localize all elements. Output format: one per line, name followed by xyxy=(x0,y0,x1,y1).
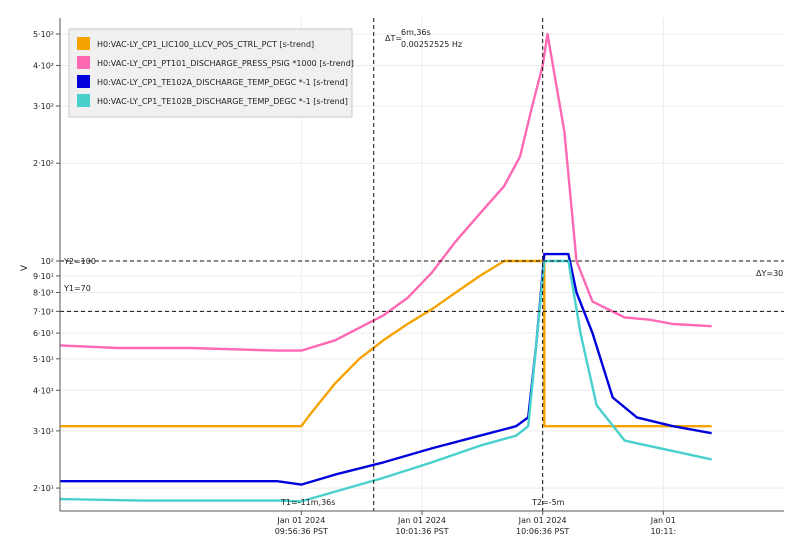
y-tick-label-9: 5·10¹ xyxy=(33,355,54,364)
t1-cursor-label: T1=-11m,36s xyxy=(280,498,335,507)
delta-y-label: ΔY=30 xyxy=(756,269,783,278)
cursors xyxy=(60,18,784,511)
legend-label-temp-b: H0:VAC-LY_CP1_TE102B_DISCHARGE_TEMP_DEGC… xyxy=(97,97,348,106)
t2-cursor-label: T2=-5m xyxy=(531,498,565,507)
x-tick-date-3: Jan 01 xyxy=(650,516,676,525)
legend-box xyxy=(68,28,353,118)
y-tick-label-11: 3·10¹ xyxy=(33,427,54,436)
x-tick-time-2: 10:06:36 PST xyxy=(516,527,569,536)
y-tick-label-12: 2·10¹ xyxy=(33,484,54,493)
legend-swatch-temp-a xyxy=(77,75,90,88)
legend-label-discharge-press: H0:VAC-LY_CP1_PT101_DISCHARGE_PRESS_PSIG… xyxy=(97,59,354,68)
legend-label-temp-a: H0:VAC-LY_CP1_TE102A_DISCHARGE_TEMP_DEGC… xyxy=(97,78,348,87)
legend[interactable]: H0:VAC-LY_CP1_LIC100_LLCV_POS_CTRL_PCT [… xyxy=(68,28,354,118)
x-tick-time-0: 09:56:36 PST xyxy=(275,527,328,536)
x-tick-time-1: 10:01:36 PST xyxy=(395,527,448,536)
y-tick-label-1: 4·10² xyxy=(33,61,54,70)
x-tick-time-3: 10:11: xyxy=(650,527,676,536)
x-tick-date-0: Jan 01 2024 xyxy=(276,516,325,525)
delta-t-freq: 0.00252525 Hz xyxy=(401,40,462,49)
y-tick-label-0: 5·10² xyxy=(33,30,54,39)
x-tick-date-2: Jan 01 2024 xyxy=(518,516,567,525)
y-tick-label-2: 3·10² xyxy=(33,102,54,111)
y-ticks: 5·10² 4·10² 3·10² 2·10² 10² 9·10¹ 8·10¹ 7·10¹ 6·… xyxy=(33,30,60,493)
series-lines xyxy=(59,32,712,503)
delta-t-value: 6m,36s xyxy=(401,28,431,37)
delta-t-label: ΔT= xyxy=(385,34,402,43)
y1-cursor-label: Y1=70 xyxy=(63,284,91,293)
y2-cursor-label: Y2=100 xyxy=(63,257,96,266)
legend-label-pos-ctrl: H0:VAC-LY_CP1_LIC100_LLCV_POS_CTRL_PCT [… xyxy=(97,40,314,49)
legend-swatch-pos-ctrl xyxy=(77,37,90,50)
x-tick-date-1: Jan 01 2024 xyxy=(397,516,446,525)
y-tick-label-5: 9·10¹ xyxy=(33,272,54,281)
y-tick-label-10: 4·10¹ xyxy=(33,386,54,395)
y-tick-label-4: 10² xyxy=(41,257,54,266)
y-axis-label: V xyxy=(20,264,30,271)
series-line-1 xyxy=(59,32,712,352)
legend-swatch-discharge-press xyxy=(77,56,90,69)
y-tick-label-7: 7·10¹ xyxy=(33,307,54,316)
y-tick-label-3: 2·10² xyxy=(33,159,54,168)
series-line-3 xyxy=(59,259,712,503)
x-ticks: Jan 01 2024 09:56:36 PST Jan 01 2024 10:01:… xyxy=(275,511,676,536)
legend-swatch-temp-b xyxy=(77,94,90,107)
y-tick-label-8: 6·10¹ xyxy=(33,329,54,338)
y-tick-label-6: 8·10¹ xyxy=(33,289,54,298)
